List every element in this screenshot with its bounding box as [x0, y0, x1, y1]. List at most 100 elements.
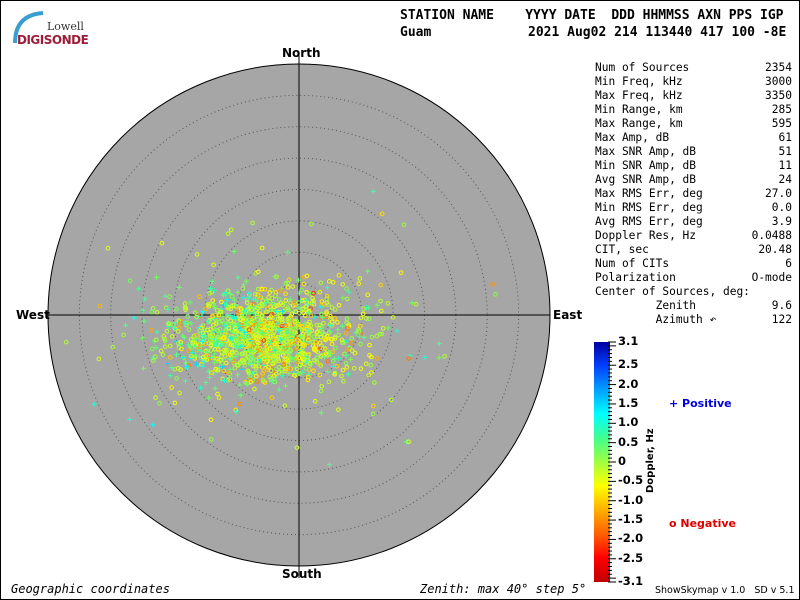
positive-source-mark: [327, 352, 333, 358]
positive-source-mark: [206, 395, 212, 401]
negative-source-mark: [258, 287, 264, 292]
negative-source-mark: [212, 346, 218, 352]
negative-source-mark: [379, 331, 385, 337]
positive-source-mark: [209, 278, 215, 284]
positive-source-mark: [327, 323, 333, 329]
stat-row: Doppler Res, Hz 0.0488: [595, 229, 792, 243]
negative-source-mark: [267, 374, 272, 380]
negative-source-mark: [182, 304, 188, 310]
positive-source-mark: [331, 363, 337, 369]
negative-source-mark: [164, 328, 170, 334]
positive-source-mark: [249, 340, 255, 346]
negative-source-mark: [318, 363, 323, 368]
header-values: 2021 Aug02 214 113440 417 100 -8E: [528, 25, 787, 40]
negative-source-mark: [309, 221, 314, 227]
positive-source-mark: [198, 348, 204, 354]
positive-source-mark: [176, 284, 182, 290]
negative-source-mark: [162, 338, 168, 344]
negative-source-mark: [368, 362, 374, 368]
negative-source-mark: [224, 338, 230, 343]
positive-source-mark: [336, 355, 342, 361]
positive-source-mark: [276, 387, 282, 393]
negative-source-mark: [194, 333, 199, 338]
positive-source-mark: [211, 288, 217, 294]
negative-source-mark: [278, 288, 283, 293]
negative-source-mark: [174, 306, 179, 312]
negative-source-mark: [166, 321, 171, 326]
positive-source-mark: [261, 331, 267, 337]
negative-source-mark: [246, 314, 252, 320]
negative-source-mark: [388, 397, 394, 403]
stat-row: Azimuth ↶ 122: [595, 313, 792, 327]
negative-source-mark: [356, 329, 362, 334]
negative-source-mark: [318, 280, 324, 286]
negative-source-mark: [186, 327, 192, 332]
negative-source-mark: [283, 368, 288, 374]
positive-source-mark: [238, 392, 244, 398]
positive-source-mark: [131, 315, 137, 321]
positive-source-mark: [193, 361, 199, 367]
negative-source-mark: [269, 368, 274, 374]
positive-source-mark: [246, 295, 252, 301]
positive-source-mark: [136, 286, 142, 292]
positive-source-mark: [263, 308, 269, 314]
negative-source-mark: [228, 318, 234, 324]
negative-source-mark: [203, 306, 209, 311]
negative-source-mark: [211, 336, 217, 342]
negative-source-mark: [211, 262, 216, 268]
negative-source-mark: [303, 366, 309, 371]
stat-value: 6: [785, 257, 792, 270]
negative-source-mark: [169, 334, 175, 339]
negative-source-mark: [232, 365, 238, 371]
negative-source-mark: [271, 336, 276, 341]
negative-source-mark: [266, 328, 272, 333]
negative-source-mark: [244, 300, 250, 305]
stat-label: Polarization: [595, 271, 676, 284]
negative-source-mark: [221, 368, 227, 374]
positive-source-mark: [285, 249, 291, 255]
stat-value: 24: [778, 173, 792, 186]
negative-source-mark: [323, 314, 329, 320]
colorbar-tick-label: -3.1: [618, 574, 644, 588]
negative-source-mark: [294, 445, 300, 450]
positive-source-mark: [239, 366, 245, 372]
colorbar-tick-label: 2.0: [618, 376, 639, 391]
negative-source-mark: [296, 300, 301, 305]
negative-source-mark: [267, 298, 272, 304]
negative-source-mark: [281, 362, 286, 367]
positive-source-mark: [199, 339, 205, 345]
stat-value: O-mode: [751, 271, 792, 284]
negative-source-mark: [333, 345, 338, 351]
negative-source-mark: [280, 330, 285, 336]
positive-source-mark: [318, 410, 324, 416]
stat-label: Min Freq, kHz: [595, 75, 683, 88]
negative-source-mark: [206, 303, 212, 309]
legend-positive-label: Positive: [682, 397, 732, 410]
positive-source-mark: [142, 296, 148, 302]
negative-source-mark: [63, 339, 69, 345]
negative-source-mark: [335, 320, 340, 325]
positive-source-mark: [374, 302, 380, 308]
positive-source-mark: [244, 334, 250, 340]
negative-source-mark: [345, 326, 350, 331]
negative-source-mark: [183, 307, 188, 313]
negative-source-mark: [311, 358, 317, 363]
positive-source-mark: [196, 313, 202, 319]
header-labels: STATION NAME YYYY DATE DDD HHMMSS AXN PP…: [400, 8, 784, 23]
negative-source-mark: [149, 309, 155, 315]
positive-source-mark: [348, 357, 354, 363]
negative-source-mark: [325, 359, 331, 364]
negative-source-mark: [237, 360, 243, 365]
negative-source-mark: [341, 378, 346, 384]
positive-source-mark: [226, 374, 232, 380]
positive-source-mark: [346, 289, 352, 295]
negative-source-mark: [210, 355, 216, 361]
positive-source-mark: [257, 320, 263, 326]
negative-source-mark: [358, 315, 364, 321]
positive-source-mark: [238, 343, 244, 349]
negative-source-mark: [317, 340, 323, 346]
negative-source-mark: [370, 411, 376, 417]
negative-source-mark: [235, 311, 240, 316]
positive-source-mark: [247, 360, 253, 366]
